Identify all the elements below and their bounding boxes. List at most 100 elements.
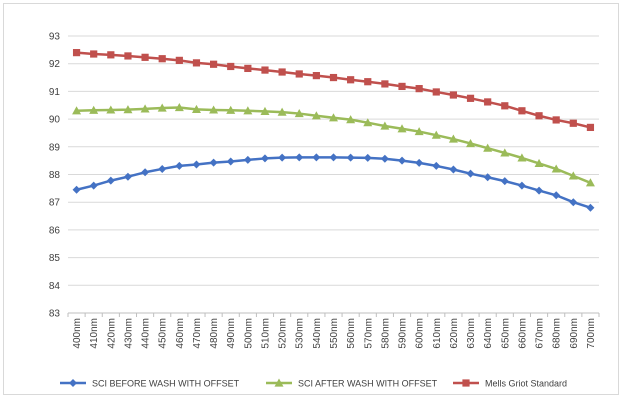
data-point: [517, 181, 526, 190]
x-tick-label: 540nm: [312, 318, 323, 349]
y-tick-label: 87: [49, 198, 61, 209]
gridlines: [68, 35, 599, 314]
data-point: [449, 165, 458, 174]
data-point: [415, 85, 423, 93]
data-point: [569, 119, 577, 127]
x-tick-label: 510nm: [260, 318, 271, 349]
legend-label: SCI AFTER WASH WITH OFFSET: [298, 379, 438, 389]
x-tick-label: 610nm: [432, 318, 443, 349]
data-point: [363, 153, 372, 162]
data-point: [585, 178, 595, 187]
data-point: [449, 91, 458, 99]
data-point: [209, 105, 219, 114]
x-tick-label: 570nm: [363, 318, 374, 349]
legend-item: SCI AFTER WASH WITH OFFSET: [266, 378, 438, 389]
data-point: [158, 55, 166, 63]
data-point: [158, 164, 167, 173]
data-point: [274, 378, 284, 387]
data-point: [398, 156, 407, 165]
data-point: [192, 160, 201, 169]
x-tick-label: 490nm: [226, 318, 237, 349]
x-tick-label: 470nm: [192, 318, 203, 349]
data-point: [243, 155, 252, 164]
data-point: [518, 107, 526, 115]
data-point: [535, 186, 544, 195]
x-tick-label: 460nm: [175, 318, 186, 349]
data-point: [312, 153, 321, 162]
data-point: [329, 73, 338, 82]
data-point: [466, 138, 476, 148]
x-tick-label: 420nm: [106, 318, 117, 349]
y-tick-label: 86: [49, 225, 61, 236]
data-point: [363, 118, 373, 127]
y-tick-label: 89: [49, 142, 61, 153]
data-point: [261, 66, 269, 74]
x-tick-label: 400nm: [72, 318, 83, 349]
data-point: [484, 98, 492, 106]
chart-frame: [3, 3, 619, 395]
data-point: [141, 168, 150, 177]
data-point: [431, 130, 441, 139]
data-point: [123, 105, 133, 114]
data-point: [432, 88, 440, 96]
y-tick-label: 90: [49, 115, 61, 126]
x-tick-label: 440nm: [141, 318, 152, 349]
data-point: [277, 107, 287, 116]
data-point: [294, 109, 304, 118]
data-point: [72, 106, 82, 115]
data-point: [278, 153, 287, 162]
legend-item: Mells Griot Standard: [453, 379, 567, 389]
data-point: [191, 104, 201, 114]
x-tick-label: 430nm: [123, 318, 134, 349]
data-point: [124, 52, 132, 60]
data-point: [552, 191, 561, 200]
data-point: [295, 70, 303, 78]
x-tick-label: 620nm: [449, 318, 460, 349]
x-tick-label: 640nm: [483, 318, 494, 349]
x-tick-label: 500nm: [243, 318, 254, 349]
x-tick-label: 660nm: [517, 318, 528, 349]
legend-label: SCI BEFORE WASH WITH OFFSET: [92, 379, 240, 389]
legend: SCI BEFORE WASH WITH OFFSET SCI AFTER WAS…: [60, 378, 567, 389]
data-point: [346, 153, 355, 162]
data-point: [89, 181, 98, 190]
x-tick-label: 700nm: [586, 318, 597, 349]
data-point: [500, 177, 509, 186]
x-tick-label: 590nm: [398, 318, 409, 349]
data-point: [174, 102, 184, 112]
series-2: [72, 49, 595, 132]
data-point: [466, 169, 475, 178]
data-point: [260, 154, 269, 163]
y-tick-label: 93: [49, 32, 61, 43]
data-point: [72, 49, 81, 57]
data-point: [398, 82, 406, 91]
data-point: [192, 59, 201, 67]
legend-item: SCI BEFORE WASH WITH OFFSET: [60, 379, 240, 389]
data-point: [569, 198, 578, 207]
x-tick-label: 650nm: [500, 318, 511, 349]
y-tick-label: 84: [49, 281, 61, 292]
y-tick-label: 85: [49, 253, 61, 264]
data-point: [175, 56, 183, 64]
tick-labels: 93 92 91 90 89 88 87 86 85 84 83 400nm 410nm 420nm 430…: [49, 32, 597, 349]
x-tick-label: 690nm: [569, 318, 580, 349]
data-point: [346, 115, 356, 124]
data-point: [448, 134, 458, 143]
data-point: [107, 51, 115, 59]
data-point: [226, 105, 236, 114]
data-point: [260, 106, 270, 115]
data-point: [141, 53, 149, 61]
series-lines: [72, 49, 595, 212]
data-point: [380, 121, 390, 130]
data-point: [312, 72, 320, 80]
data-point: [381, 80, 389, 88]
y-tick-label: 92: [49, 59, 61, 70]
data-point: [89, 105, 99, 114]
y-tick-label: 83: [49, 309, 61, 320]
data-point: [175, 161, 184, 170]
data-point: [380, 154, 389, 163]
data-point: [244, 64, 252, 73]
legend-label: Mells Griot Standard: [485, 379, 567, 389]
data-point: [295, 153, 304, 162]
